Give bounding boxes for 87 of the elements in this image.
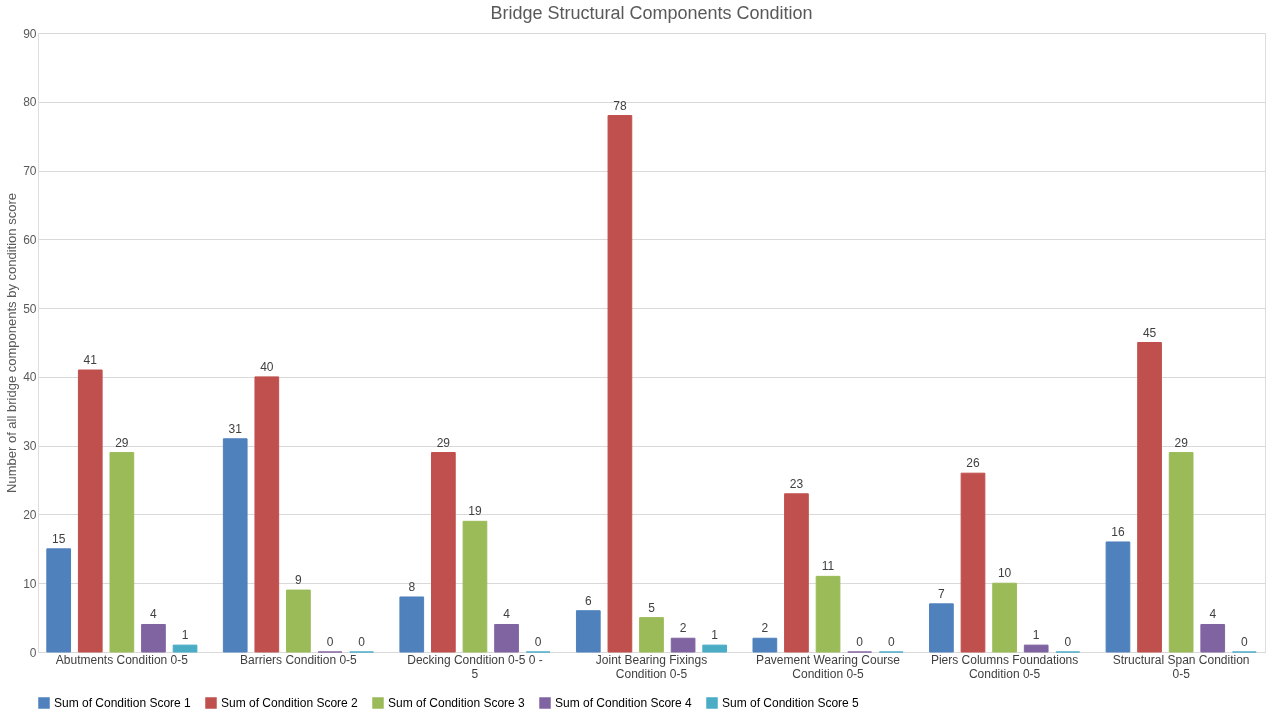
data-label: 4 — [503, 607, 511, 622]
x-tick-label: Structural Span Condition 0-5 — [1112, 652, 1250, 681]
data-label: 10 — [997, 566, 1012, 581]
bar — [1200, 623, 1226, 653]
data-label: 0 — [534, 635, 542, 649]
data-label: 19 — [468, 504, 482, 519]
data-label: 0 — [326, 635, 334, 649]
x-tick-label: Abutments Condition 0-5 — [55, 652, 189, 667]
data-label: 29 — [1174, 435, 1189, 450]
bar — [286, 589, 311, 653]
bar — [929, 603, 954, 653]
data-label: 78 — [613, 98, 627, 113]
data-label: 0 — [1240, 635, 1248, 649]
bar — [1137, 342, 1162, 653]
data-label: 45 — [1142, 325, 1157, 340]
bar — [702, 644, 728, 653]
data-label: 1 — [181, 628, 189, 643]
data-label: 23 — [789, 476, 804, 491]
bar — [575, 610, 601, 653]
bar — [607, 115, 633, 653]
data-label: 2 — [679, 621, 687, 636]
data-label: 31 — [228, 421, 243, 436]
y-tick-label: 80 — [23, 95, 37, 110]
data-label: 2 — [761, 621, 769, 636]
bar — [670, 637, 696, 653]
y-tick-label: 0 — [29, 645, 37, 660]
data-label: 6 — [584, 593, 592, 608]
y-tick-label: 90 — [23, 26, 37, 41]
bar — [431, 452, 456, 653]
bar — [172, 644, 198, 653]
legend-label: Sum of Condition Score 3 — [388, 696, 526, 710]
x-tick-label: Piers Columns Foundations Condition 0-5 — [930, 652, 1079, 681]
bar — [639, 617, 664, 653]
data-label: 7 — [938, 586, 946, 601]
bar — [494, 623, 519, 653]
bar — [141, 623, 166, 653]
bar — [46, 548, 72, 653]
bar — [992, 582, 1017, 653]
y-axis-title: Number of all bridge components by condition score — [4, 193, 20, 493]
data-label: 15 — [51, 531, 66, 546]
bar — [462, 520, 488, 653]
x-tick-label: Joint Bearing Fixings Condition 0-5 — [595, 652, 708, 681]
data-label: 41 — [83, 353, 98, 368]
x-tick-label: Decking Condition 0-5 0 - 5 — [407, 652, 543, 681]
bar — [1105, 541, 1131, 653]
legend-label: Sum of Condition Score 2 — [221, 696, 359, 710]
data-label: 8 — [408, 579, 416, 594]
x-tick-label: Pavement Wearing Course Condition 0-5 — [756, 652, 901, 681]
bar — [77, 369, 103, 653]
bar — [960, 472, 986, 653]
data-label: 4 — [150, 607, 158, 622]
chart-title: Bridge Structural Components Condition — [490, 3, 813, 23]
y-tick-label: 20 — [23, 507, 37, 522]
data-label: 40 — [260, 359, 274, 374]
bar — [254, 376, 280, 653]
legend-label: Sum of Condition Score 4 — [555, 696, 693, 710]
data-label: 0 — [1064, 635, 1072, 649]
bar — [1168, 452, 1194, 653]
y-tick-label: 10 — [23, 576, 37, 591]
legend-label: Sum of Condition Score 1 — [54, 696, 192, 710]
data-label: 0 — [358, 635, 366, 649]
y-tick-label: 60 — [23, 232, 37, 247]
bar — [815, 575, 841, 653]
bar — [752, 637, 778, 653]
data-label: 26 — [966, 456, 980, 471]
y-tick-label: 70 — [23, 164, 37, 179]
data-label: 1 — [1032, 628, 1040, 643]
data-label: 29 — [436, 435, 451, 450]
bar — [399, 596, 425, 653]
x-tick-label: Barriers Condition 0-5 — [240, 652, 358, 667]
data-label: 0 — [887, 635, 895, 649]
y-tick-label: 40 — [23, 370, 37, 385]
bar — [109, 452, 135, 653]
data-label: 5 — [648, 600, 656, 615]
y-tick-label: 30 — [23, 439, 37, 454]
y-tick-label: 50 — [23, 301, 37, 316]
data-label: 16 — [1111, 524, 1125, 539]
data-label: 11 — [821, 559, 835, 574]
data-label: 0 — [856, 635, 864, 649]
bar — [1023, 644, 1049, 653]
data-label: 1 — [711, 628, 719, 643]
data-label: 4 — [1209, 607, 1217, 622]
data-label: 9 — [295, 573, 303, 588]
legend-label: Sum of Condition Score 5 — [722, 696, 860, 710]
data-label: 29 — [115, 435, 129, 450]
bar — [222, 438, 248, 653]
bar — [784, 493, 809, 653]
